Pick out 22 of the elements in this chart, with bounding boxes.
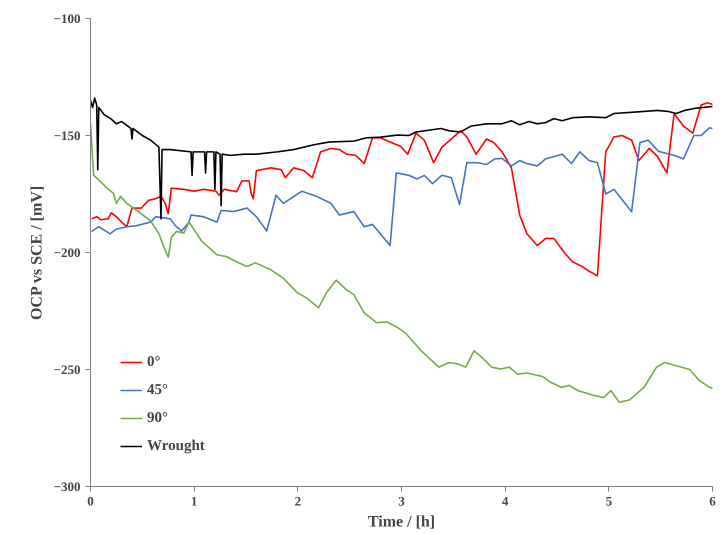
line-series: [90, 102, 712, 277]
legend-label: 0°: [147, 354, 162, 370]
x-tick-label: 2: [294, 494, 302, 508]
line-series: [90, 126, 712, 246]
y-axis-title: OCP vs SCE / [mV]: [28, 186, 46, 320]
y-tick-label: −250: [54, 362, 81, 377]
legend-label: Wrought: [147, 438, 205, 454]
x-axis-title: Time / [h]: [368, 514, 436, 530]
y-tick-label: −300: [54, 479, 81, 494]
y-tick-label: −100: [54, 11, 81, 26]
x-tick-label: 5: [606, 494, 613, 508]
line-series: [90, 123, 712, 404]
x-tick-label: 3: [398, 494, 406, 508]
x-tick-label: 1: [190, 494, 198, 508]
line-series: [90, 97, 712, 220]
x-tick-label: 6: [709, 494, 716, 508]
x-tick-label: 0: [87, 494, 94, 508]
legend-label: 90°: [147, 410, 168, 426]
y-tick-label: −200: [54, 245, 81, 260]
y-tick-label: −150: [54, 128, 81, 143]
legend-label: 45°: [147, 382, 168, 398]
x-tick-label: 4: [502, 494, 509, 508]
